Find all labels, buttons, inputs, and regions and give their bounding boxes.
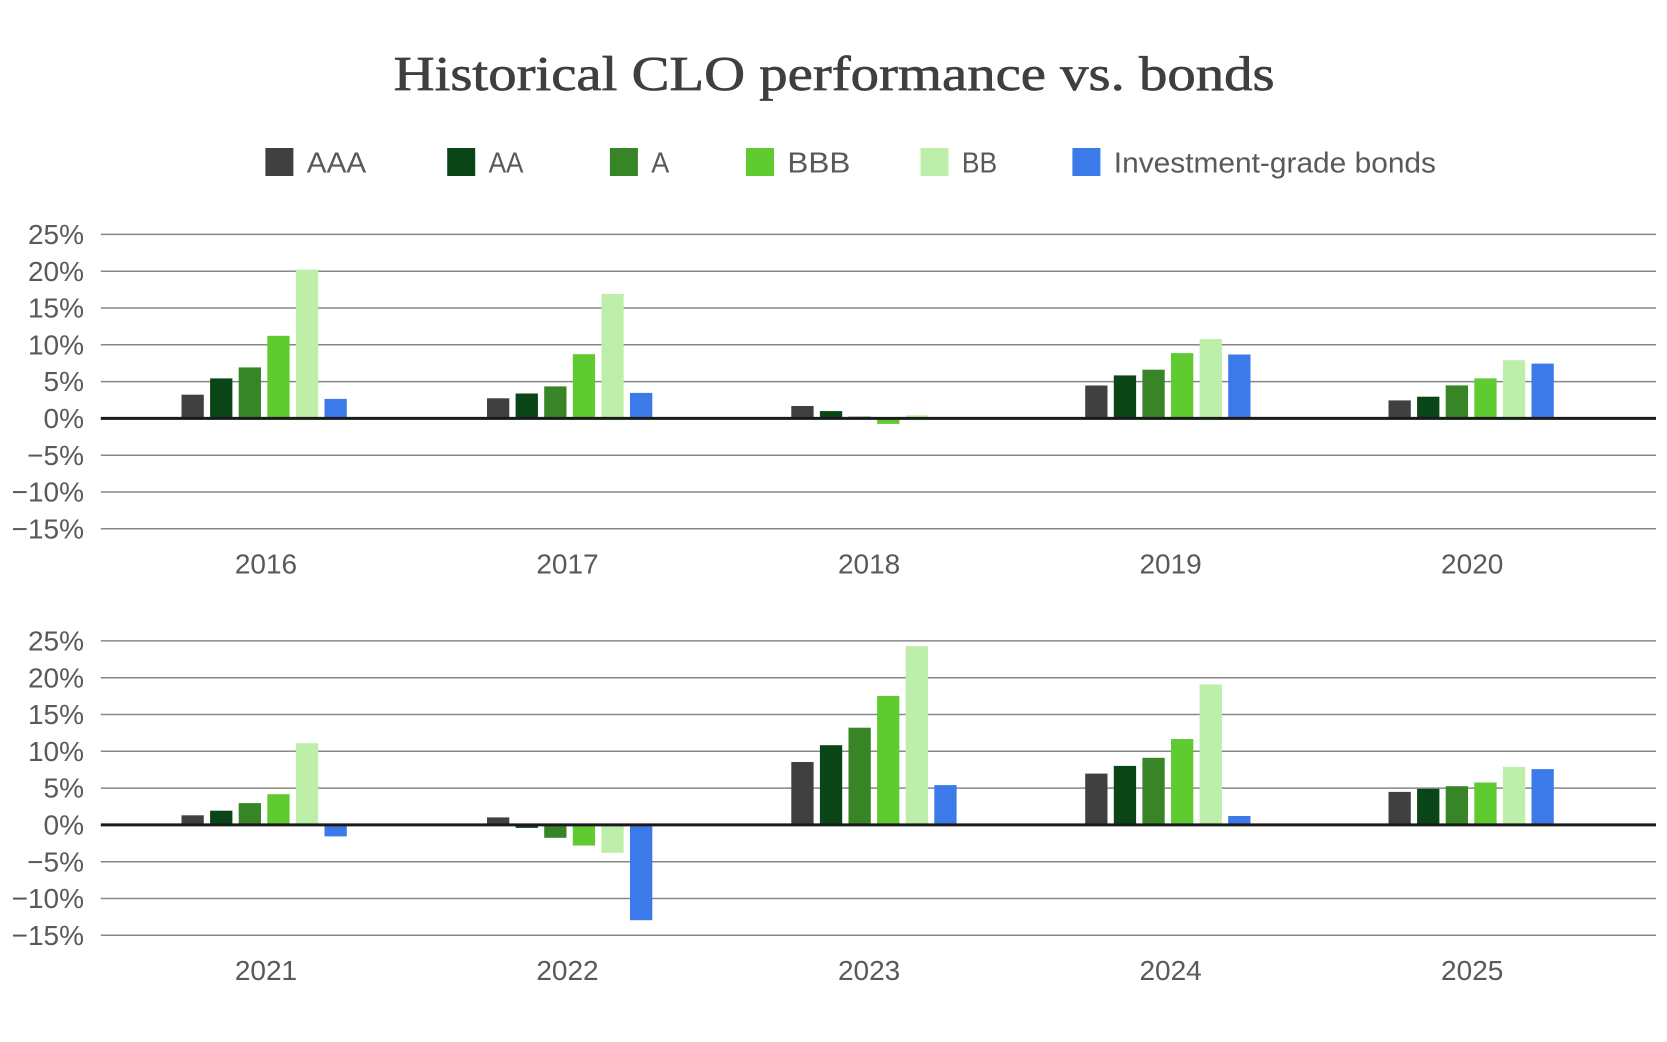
svg-text:−5%: −5% — [27, 440, 84, 471]
svg-text:2023: 2023 — [838, 955, 900, 986]
svg-text:0%: 0% — [44, 810, 84, 841]
svg-text:5%: 5% — [44, 773, 84, 804]
svg-text:25%: 25% — [28, 626, 84, 657]
svg-text:2018: 2018 — [838, 549, 900, 580]
svg-text:10%: 10% — [28, 736, 84, 767]
svg-text:2016: 2016 — [235, 549, 297, 580]
svg-text:BBB: BBB — [787, 148, 850, 180]
svg-text:25%: 25% — [28, 219, 84, 250]
svg-text:0%: 0% — [44, 403, 84, 434]
svg-text:5%: 5% — [44, 366, 84, 397]
svg-text:BB: BB — [962, 148, 997, 180]
svg-text:A: A — [651, 148, 670, 180]
svg-text:2017: 2017 — [536, 549, 598, 580]
svg-text:2019: 2019 — [1139, 549, 1201, 580]
svg-text:2020: 2020 — [1441, 549, 1503, 580]
svg-text:AAA: AAA — [307, 148, 367, 180]
svg-text:2021: 2021 — [235, 955, 297, 986]
svg-text:15%: 15% — [28, 699, 84, 730]
svg-text:−10%: −10% — [12, 883, 84, 914]
svg-text:−15%: −15% — [12, 513, 84, 544]
svg-text:2022: 2022 — [536, 955, 598, 986]
svg-text:2025: 2025 — [1441, 955, 1503, 986]
svg-text:20%: 20% — [28, 256, 84, 287]
svg-text:−5%: −5% — [27, 846, 84, 877]
svg-text:−15%: −15% — [12, 920, 84, 951]
svg-text:15%: 15% — [28, 293, 84, 324]
svg-text:AA: AA — [489, 148, 524, 180]
svg-text:−10%: −10% — [12, 477, 84, 508]
svg-text:2024: 2024 — [1139, 955, 1201, 986]
svg-text:Historical CLO performance vs.: Historical CLO performance vs. bonds — [394, 46, 1275, 101]
svg-text:Investment-grade bonds: Investment-grade bonds — [1114, 148, 1436, 180]
svg-text:20%: 20% — [28, 662, 84, 693]
svg-text:10%: 10% — [28, 329, 84, 360]
